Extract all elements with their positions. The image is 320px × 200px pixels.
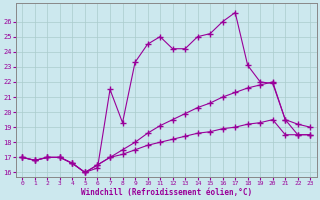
X-axis label: Windchill (Refroidissement éolien,°C): Windchill (Refroidissement éolien,°C) <box>81 188 252 197</box>
